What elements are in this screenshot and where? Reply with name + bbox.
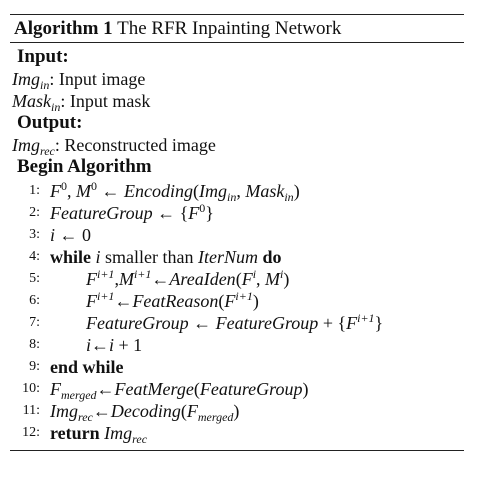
code-line: 6: Fi+1←FeatReason(Fi+1)	[10, 290, 464, 312]
line-number: 7:	[29, 315, 40, 330]
output-header: Output:	[17, 112, 83, 133]
line-code: i←i + 1	[86, 335, 143, 355]
line-code: while i smaller than IterNum do	[50, 247, 282, 267]
line-number: 6:	[29, 293, 40, 308]
line-number: 12:	[22, 425, 40, 440]
algorithm-caption: Algorithm 1 The RFR Inpainting Network	[10, 15, 464, 42]
line-number: 5:	[29, 271, 40, 286]
line-code: return Imgrec	[50, 423, 148, 446]
line-code: F0, M0 ← Encoding(Imgin, Maskin)	[50, 179, 300, 204]
while-keyword: while	[50, 247, 92, 267]
top-rule	[10, 14, 464, 15]
input-header: Input:	[17, 46, 69, 67]
code-line: 9: end while	[10, 356, 464, 378]
line-number: 8:	[29, 337, 40, 352]
code-line: 5: Fi+1,Mi+1←AreaIden(Fi, Mi)	[10, 268, 464, 290]
line-number: 11:	[22, 403, 40, 418]
output-item: Imgrec: Reconstructed image	[12, 135, 216, 158]
line-code: Fi+1,Mi+1←AreaIden(Fi, Mi)	[86, 267, 290, 289]
begin-header: Begin Algorithm	[17, 156, 152, 177]
caption-rule	[10, 42, 464, 43]
code-line: 1: F0, M0 ← Encoding(Imgin, Maskin)	[10, 179, 464, 204]
line-number: 3:	[29, 227, 40, 242]
line-number: 10:	[22, 381, 40, 396]
code-line: 8: i←i + 1	[10, 334, 464, 356]
algorithm-block: Algorithm 1 The RFR Inpainting Network I…	[10, 14, 464, 451]
end-while-keyword: end while	[50, 357, 124, 377]
line-number: 4:	[29, 249, 40, 264]
code-line: 11: Imgrec←Decoding(Fmerged)	[10, 400, 464, 424]
code-line: 4: while i smaller than IterNum do	[10, 246, 464, 268]
line-code: FeatureGroup ← {F0}	[50, 201, 214, 223]
code-line: 10: Fmerged←FeatMerge(FeatureGroup)	[10, 378, 464, 402]
line-number: 1:	[29, 183, 40, 198]
line-code: i ← 0	[50, 225, 92, 245]
line-code: FeatureGroup ← FeatureGroup + {Fi+1}	[86, 311, 384, 333]
do-keyword: do	[262, 247, 282, 267]
algorithm-title: The RFR Inpainting Network	[117, 18, 342, 39]
algorithm-body: Input: Imgin: Input image Maskin: Input …	[10, 43, 464, 446]
line-number: 2:	[29, 205, 40, 220]
line-code: Fi+1←FeatReason(Fi+1)	[86, 289, 259, 311]
bottom-rule	[10, 450, 464, 451]
code-line: 3: i ← 0	[10, 224, 464, 246]
code-line: 12: return Imgrec	[10, 422, 464, 446]
code-line: 2: FeatureGroup ← {F0}	[10, 202, 464, 224]
line-code: Imgrec←Decoding(Fmerged)	[50, 401, 240, 424]
return-keyword: return	[50, 423, 100, 443]
input-item: Imgin: Input image	[12, 69, 146, 92]
input-item: Maskin: Input mask	[12, 91, 151, 114]
line-number: 9:	[29, 359, 40, 374]
code-line: 7: FeatureGroup ← FeatureGroup + {Fi+1}	[10, 312, 464, 334]
algorithm-label: Algorithm 1	[14, 18, 113, 39]
line-code: Fmerged←FeatMerge(FeatureGroup)	[50, 379, 309, 402]
